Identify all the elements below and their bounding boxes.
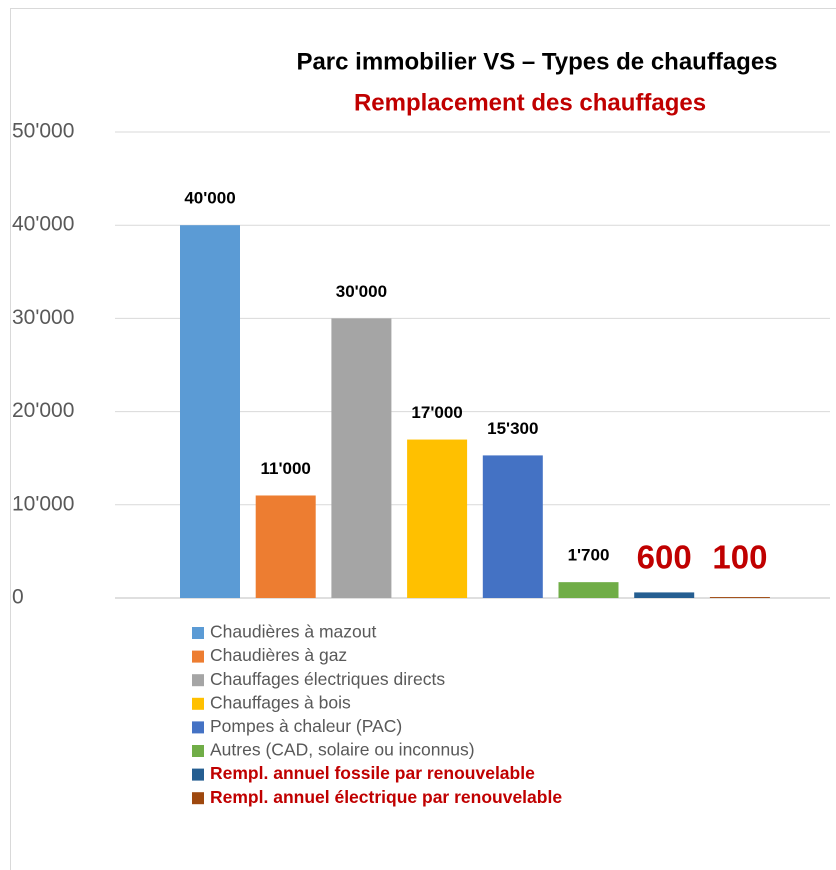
legend-label: Pompes à chaleur (PAC) [210, 716, 402, 736]
data-label: 100 [712, 539, 767, 576]
legend-swatch [192, 697, 204, 710]
bar [709, 597, 770, 598]
legend-swatch [192, 650, 204, 663]
data-label: 600 [637, 539, 692, 576]
y-tick-label: 50'000 [12, 120, 74, 143]
chart-title: Parc immobilier VS – Types de chauffages [296, 48, 777, 75]
bar [634, 592, 695, 598]
legend-label: Rempl. annuel électrique par renouvelabl… [210, 787, 562, 807]
y-tick-label: 40'000 [12, 213, 74, 236]
legend-swatch [192, 721, 204, 734]
data-label: 30'000 [336, 282, 387, 301]
y-tick-label: 10'000 [12, 492, 74, 515]
data-label: 15'300 [487, 419, 538, 438]
y-tick-label: 0 [12, 586, 24, 609]
bar [180, 225, 240, 598]
y-tick-label: 20'000 [12, 399, 74, 422]
data-label: 11'000 [261, 459, 311, 478]
data-label: 40'000 [184, 189, 235, 208]
chart-border [10, 8, 836, 870]
bar [255, 495, 316, 598]
bar [558, 582, 619, 598]
legend-swatch [192, 745, 204, 757]
legend-label: Autres (CAD, solaire ou inconnus) [210, 740, 475, 760]
data-label: 1'700 [568, 546, 610, 565]
legend-label: Rempl. annuel fossile par renouvelable [210, 763, 535, 783]
bar [407, 439, 468, 598]
legend-label: Chaudières à gaz [210, 645, 347, 665]
data-label: 17'000 [411, 403, 462, 422]
legend-swatch [192, 674, 204, 687]
chart-subtitle: Remplacement des chauffages [354, 89, 706, 116]
legend-swatch [192, 627, 204, 639]
legend-swatch [192, 768, 204, 781]
y-tick-label: 30'000 [12, 306, 74, 329]
legend-label: Chaudières à mazout [210, 622, 376, 642]
bar [482, 455, 543, 598]
legend-label: Chauffages à bois [210, 692, 351, 712]
legend-swatch [192, 792, 204, 805]
bar [331, 318, 392, 598]
legend-label: Chauffages électriques directs [210, 669, 445, 689]
